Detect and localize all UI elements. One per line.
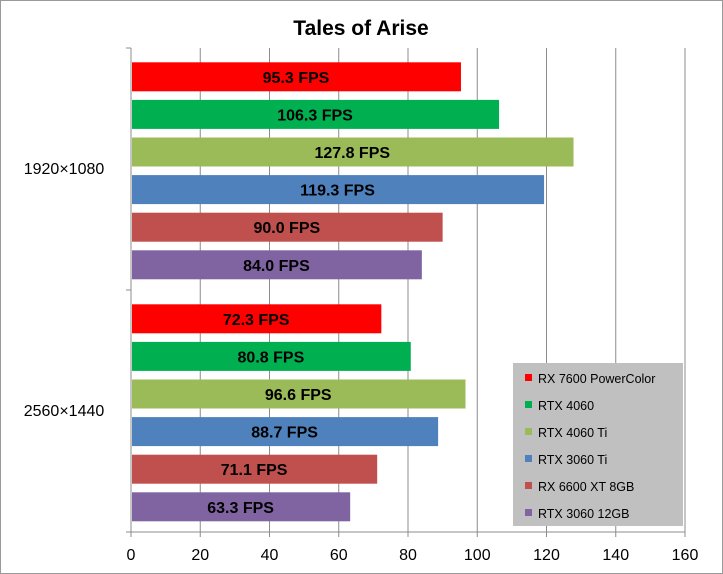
bar [132,99,500,129]
bar [132,379,466,409]
bar [132,250,422,280]
x-tick-label: 100 [464,547,491,564]
bar [132,137,574,167]
bar [132,175,545,205]
category-label: 2560×1440 [24,403,105,420]
legend-label: RTX 4060 Ti [538,426,607,440]
legend-swatch [525,428,532,435]
legend-label: RX 7600 PowerColor [538,372,655,386]
legend-label: RTX 4060 [538,399,594,413]
data-label: 72.3 FPS [223,312,290,329]
data-label: 90.0 FPS [253,220,320,237]
legend-swatch [525,509,532,516]
bar [132,417,439,447]
bars: 95.3 FPS 106.3 FPS 127.8 FPS 119.3 FPS 90.0 … [132,62,574,522]
bar [132,62,461,92]
legend-swatch [525,401,532,408]
x-tick-label: 80 [399,547,417,564]
x-tick-labels: 0 20 40 60 80 100 120 140 160 [127,547,699,564]
x-tick-label: 140 [602,547,629,564]
bar [132,454,378,484]
bar [132,341,411,371]
x-tick-label: 60 [330,547,348,564]
data-label: 80.8 FPS [238,349,305,366]
x-tick-label: 160 [672,547,699,564]
chart-title: Tales of Arise [293,17,428,40]
legend-swatch [525,482,532,489]
data-label: 106.3 FPS [277,107,353,124]
x-tick-label: 0 [127,547,136,564]
legend-label: RTX 3060 Ti [538,453,607,467]
data-label: 63.3 FPS [207,500,274,517]
bar [132,304,382,334]
data-label: 119.3 FPS [300,183,375,200]
bar [132,212,443,242]
x-tick-label: 40 [261,547,279,564]
bar [132,492,351,522]
legend-label: RX 6600 XT 8GB [538,480,634,494]
data-label: 84.0 FPS [243,258,310,275]
category-labels: 1920×1080 2560×1440 [24,161,105,420]
legend-box [513,363,683,526]
legend: RX 7600 PowerColor RTX 4060 RTX 4060 Ti RTX… [513,363,683,526]
legend-label: RTX 3060 12GB [538,507,630,521]
x-tick-label: 120 [533,547,560,564]
data-label: 127.8 FPS [314,145,390,162]
data-label: 88.7 FPS [251,425,318,442]
legend-swatch [525,374,532,381]
axes [126,47,686,537]
legend-swatch [525,455,532,462]
data-label: 71.1 FPS [221,462,288,479]
x-tick-label: 20 [191,547,209,564]
data-label: 95.3 FPS [263,70,330,87]
data-label: 96.6 FPS [265,387,332,404]
category-label: 1920×1080 [24,161,105,178]
